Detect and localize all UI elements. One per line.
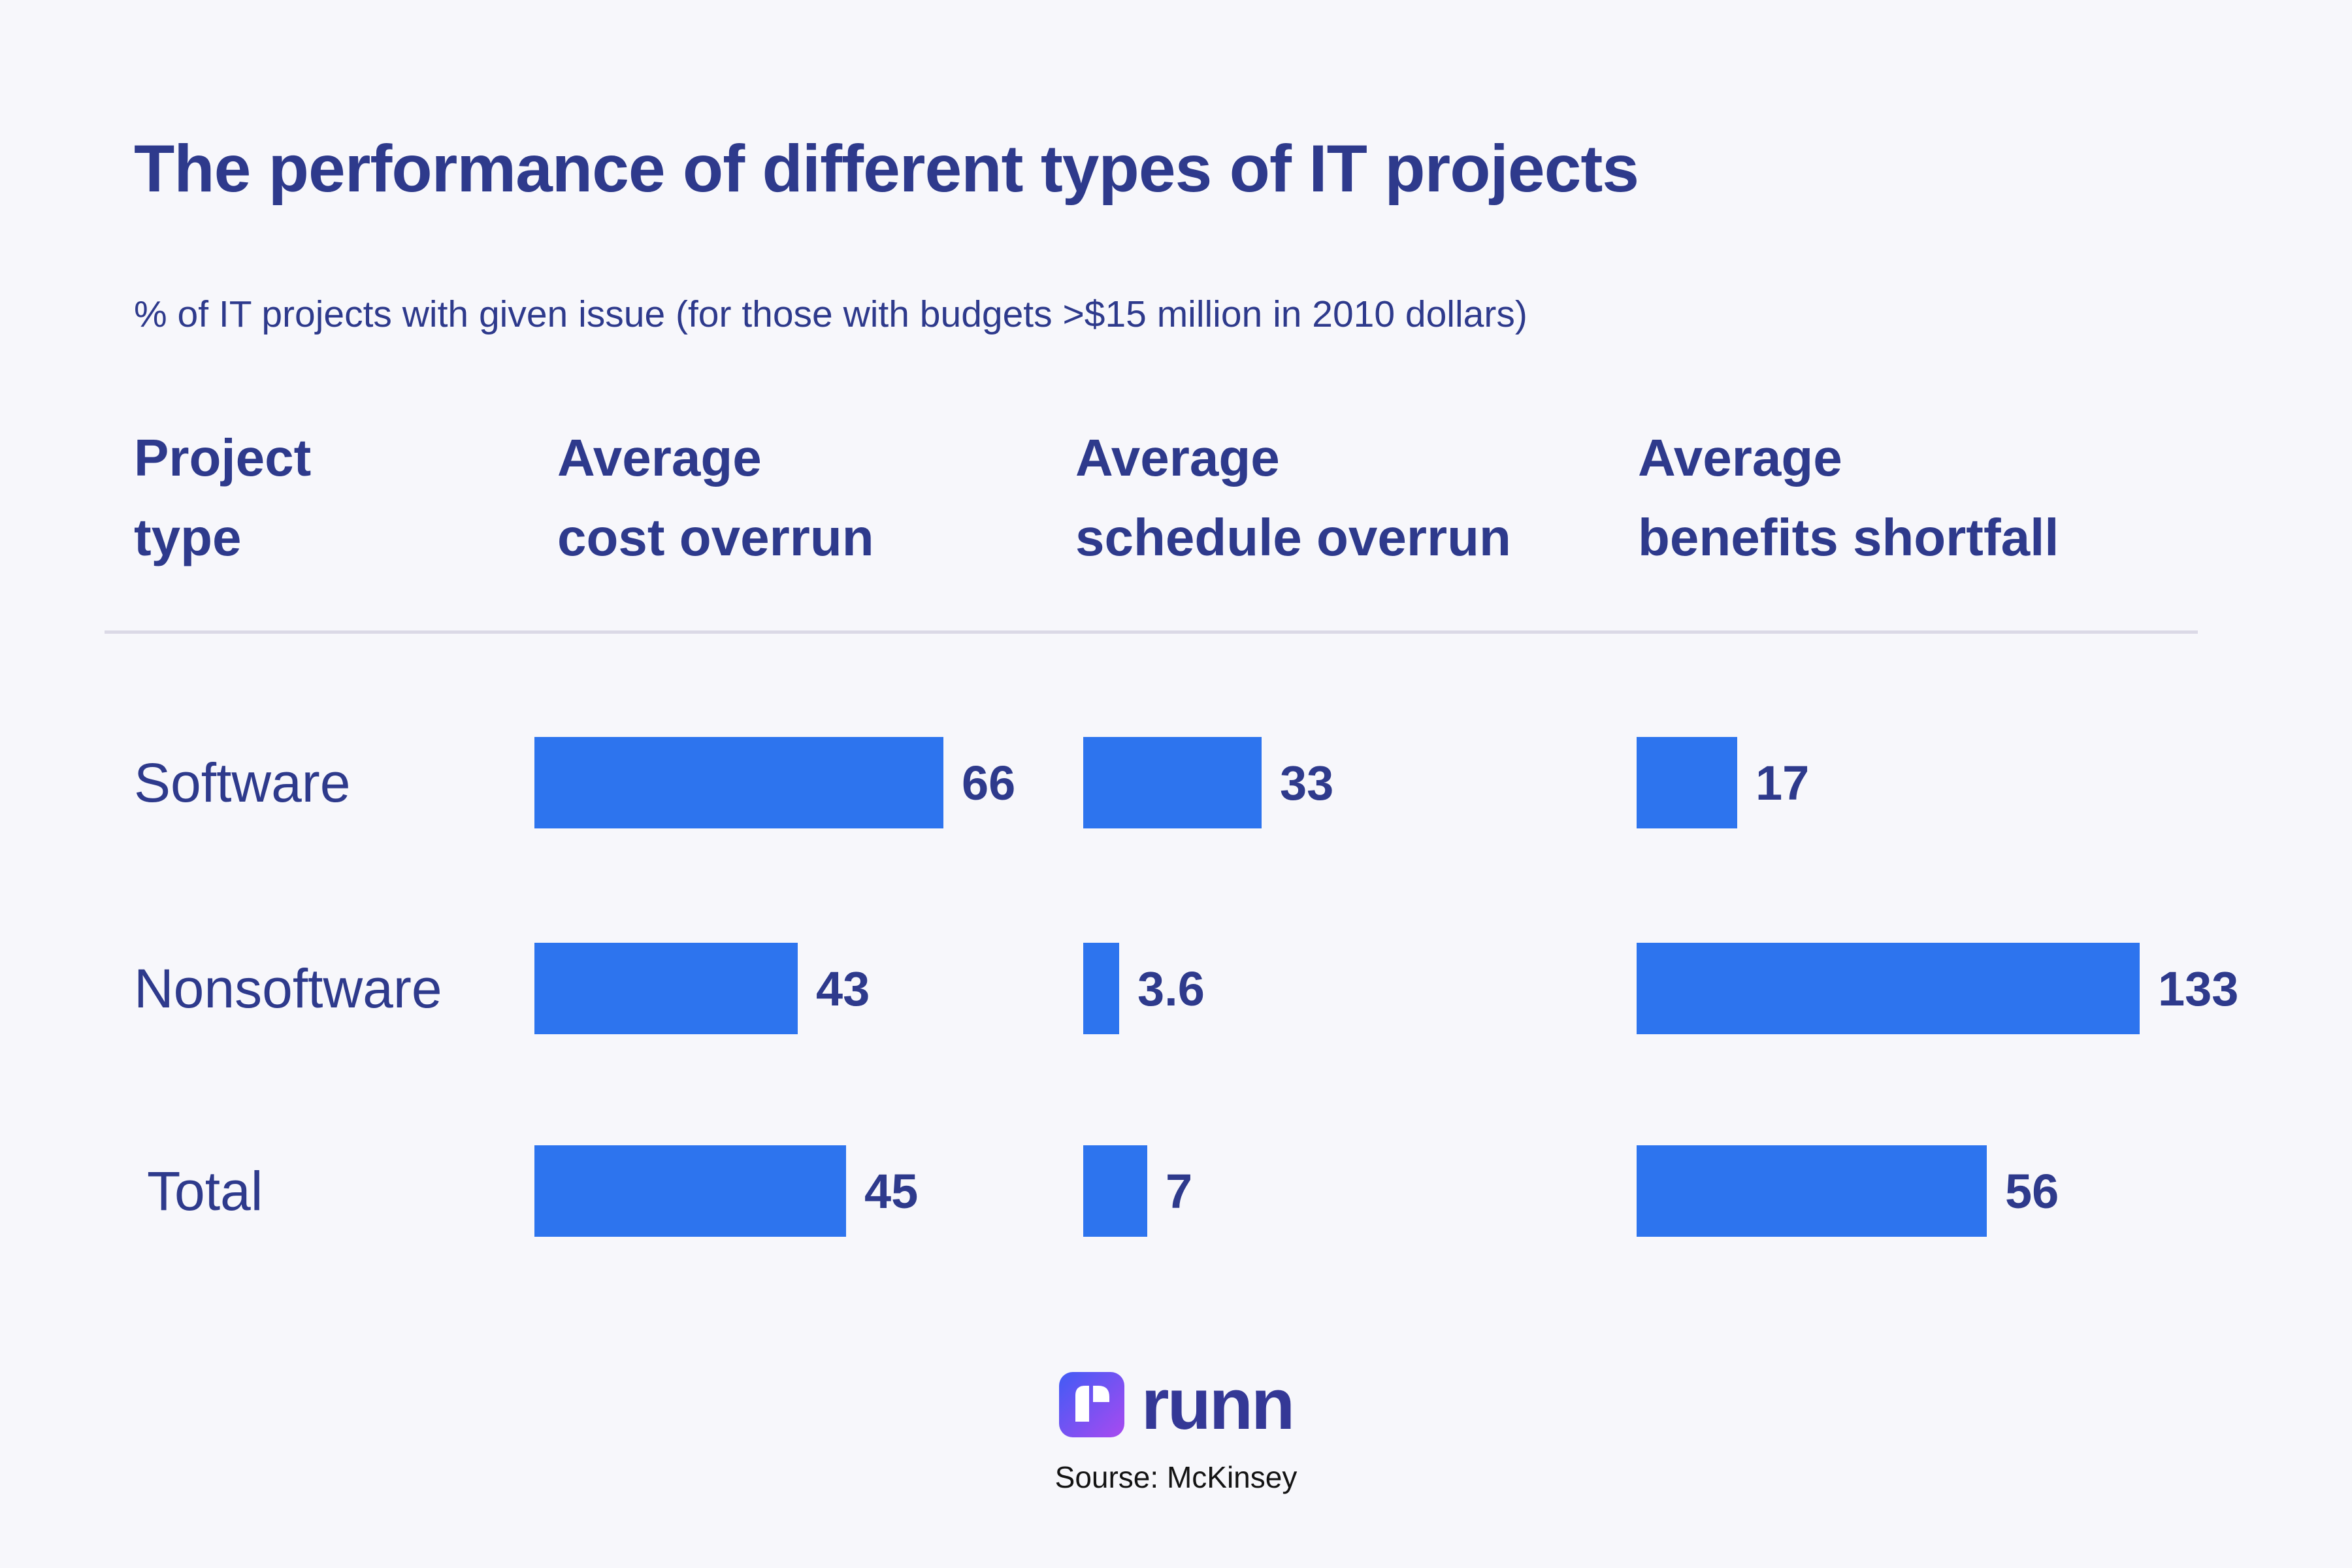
row-label-nonsoftware: Nonsoftware: [134, 957, 442, 1019]
bar-value-software-benefits-shortfall: 17: [1756, 755, 1810, 810]
bar-total-schedule-overrun: [1083, 1145, 1147, 1237]
bar-total-benefits-shortfall: [1637, 1145, 1987, 1237]
bar-software-schedule-overrun: [1083, 737, 1262, 828]
source-credit: Sourse: McKinsey: [1054, 1460, 1298, 1494]
column-header-line: Average: [1638, 429, 1842, 487]
column-header-line: cost overrun: [557, 508, 874, 566]
bar-total-cost-overrun: [534, 1145, 846, 1237]
bar-value-software-schedule-overrun: 33: [1280, 755, 1334, 810]
footer: runn Sourse: McKinsey: [0, 1364, 2352, 1495]
bar-value-total-benefits-shortfall: 56: [2005, 1164, 2059, 1218]
bar-software-cost-overrun: [534, 737, 943, 828]
column-header-line: Project: [134, 429, 312, 487]
column-header-line: type: [134, 508, 242, 566]
bar-nonsoftware-benefits-shortfall: [1637, 943, 2140, 1034]
row-label-total: Total: [147, 1160, 263, 1222]
bar-value-software-cost-overrun: 66: [962, 755, 1016, 810]
bar-value-nonsoftware-cost-overrun: 43: [816, 961, 870, 1016]
column-header-line: Average: [557, 429, 762, 487]
runn-logo: runn: [1058, 1364, 1295, 1445]
bar-software-benefits-shortfall: [1637, 737, 1737, 828]
bar-value-nonsoftware-benefits-shortfall: 133: [2158, 961, 2239, 1016]
column-header-schedule-overrun: Average schedule overrun: [1075, 418, 1511, 578]
bar-value-nonsoftware-schedule-overrun: 3.6: [1137, 961, 1205, 1016]
bar-value-total-schedule-overrun: 7: [1166, 1164, 1193, 1218]
bar-nonsoftware-cost-overrun: [534, 943, 798, 1034]
column-header-benefits-shortfall: Average benefits shortfall: [1638, 418, 2059, 578]
bar-value-total-cost-overrun: 45: [864, 1164, 919, 1218]
bar-nonsoftware-schedule-overrun: [1083, 943, 1119, 1034]
column-header-line: schedule overrun: [1075, 508, 1511, 566]
column-header-project-type: Project type: [134, 418, 311, 578]
column-header-line: benefits shortfall: [1638, 508, 2059, 566]
column-header-cost-overrun: Average cost overrun: [557, 418, 874, 578]
page-title: The performance of different types of IT…: [134, 131, 1639, 206]
page-subtitle: % of IT projects with given issue (for t…: [134, 293, 1527, 335]
runn-logo-icon: [1058, 1372, 1124, 1437]
row-label-software: Software: [134, 751, 351, 813]
header-divider-line: [105, 630, 2198, 634]
runn-wordmark: runn: [1141, 1364, 1295, 1445]
column-header-line: Average: [1075, 429, 1280, 487]
